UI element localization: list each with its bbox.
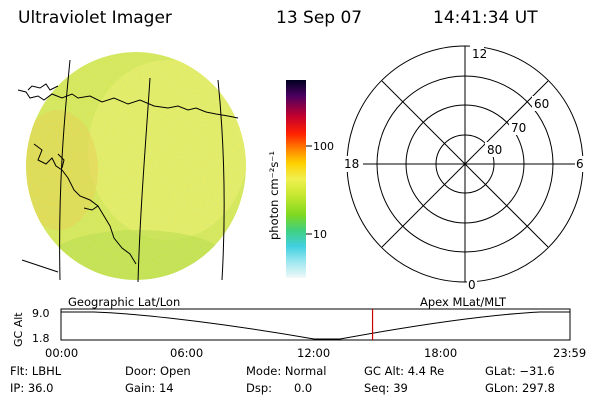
- date-label: 13 Sep 07: [276, 8, 363, 28]
- altitude-plot-frame: [60, 308, 571, 341]
- mlt-label-0: 0: [468, 278, 476, 292]
- mlat-label-80: 80: [487, 143, 502, 157]
- instrument-title: Ultraviolet Imager: [18, 8, 172, 28]
- gain-info: Gain: 14: [125, 381, 174, 395]
- meridian-lines: [59, 59, 225, 283]
- y-tick-top: 9.0: [32, 307, 50, 320]
- mlt-label-6: 6: [576, 157, 584, 171]
- x-tick-0600: 06:00: [170, 346, 203, 360]
- door-info: Door: Open: [125, 364, 191, 378]
- filter-info: Flt: LBHL: [10, 364, 62, 378]
- colorbar-tick-100: 100: [313, 140, 334, 153]
- colorbar-tick-10: 10: [313, 228, 327, 241]
- colorbar-gradient: [286, 80, 306, 278]
- mlt-label-12: 12: [472, 47, 487, 61]
- x-tick-0000: 00:00: [45, 346, 78, 360]
- geographic-lat-lon-label: Geographic Lat/Lon: [68, 295, 181, 309]
- mode-info: Mode: Normal: [246, 364, 327, 378]
- ip-info: IP: 36.0: [10, 381, 54, 395]
- time-label: 14:41:34 UT: [433, 8, 538, 28]
- gc-alt-info: GC Alt: 4.4 Re: [364, 364, 445, 378]
- mlat-label-60: 60: [534, 97, 549, 111]
- glat-info: GLat: −31.6: [485, 364, 555, 378]
- altitude-curve: [61, 311, 570, 340]
- y-tick-bottom: 1.8: [32, 332, 50, 345]
- seq-info: Seq: 39: [364, 381, 408, 395]
- polar-grid-panel: 12 18 6 0 60 70 80: [343, 45, 585, 292]
- mlt-label-18: 18: [344, 157, 359, 171]
- y-axis-label: GC Alt: [12, 312, 25, 347]
- apex-mlat-mlt-label: Apex MLat/MLT: [420, 295, 507, 309]
- dsp-info: Dsp: 0.0: [246, 381, 313, 395]
- x-tick-1200: 12:00: [297, 346, 330, 360]
- geographic-image-panel: [17, 52, 246, 283]
- altitude-plot: 9.0 1.8 GC Alt 00:00 06:00 12:00 18:00 2…: [12, 307, 586, 360]
- colorbar-unit-label: photon cm⁻²s⁻¹: [267, 151, 281, 240]
- x-tick-2359: 23:59: [553, 346, 586, 360]
- x-tick-1800: 18:00: [424, 346, 457, 360]
- coastline-overlay: [17, 83, 239, 273]
- glon-info: GLon: 297.8: [485, 381, 555, 395]
- colorbar: 100 10 photon cm⁻²s⁻¹: [267, 80, 334, 278]
- mlat-label-70: 70: [511, 121, 526, 135]
